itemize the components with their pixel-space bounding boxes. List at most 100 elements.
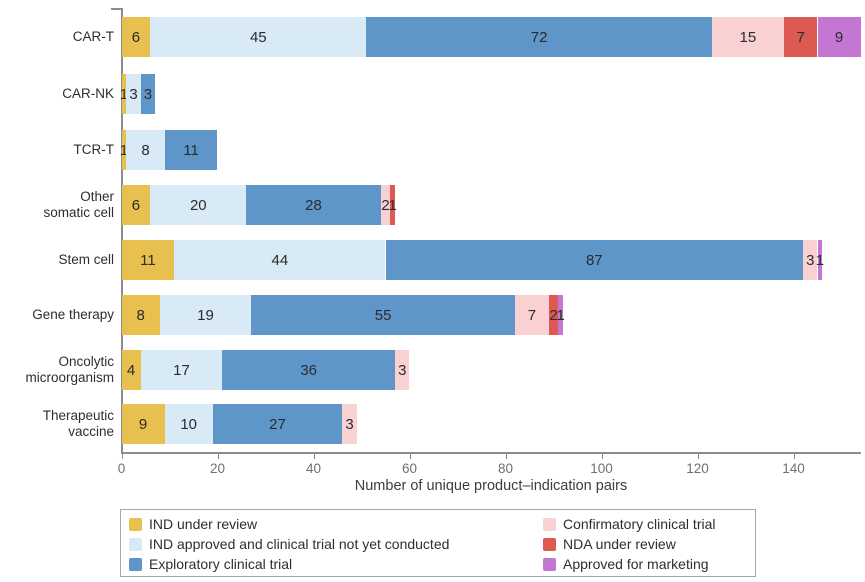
bar-segment: 3 — [342, 404, 357, 444]
plot-area: CAR-T 6 45 72 15 7 9 CAR-NK 1 3 3 TCR-T 1 8 11 Other so… — [25, 8, 861, 494]
x-tick-label: 40 — [305, 461, 322, 476]
bar-segment: 87 — [385, 240, 804, 280]
bar-value-label: 3 — [806, 251, 815, 269]
y-axis-label: Oncolytic microorganism — [25, 354, 114, 385]
legend-swatch — [129, 537, 142, 551]
bar-value-label: 3 — [345, 415, 354, 433]
bar-value-label: 9 — [138, 415, 148, 433]
x-tick — [505, 452, 507, 459]
bar-value-label: 55 — [374, 306, 392, 324]
bar-segment: 9 — [121, 404, 165, 444]
x-tick — [793, 452, 795, 459]
bar-value-label: 1 — [119, 85, 129, 103]
y-axis-label: CAR-NK — [62, 86, 114, 101]
legend-item: IND under review — [129, 514, 449, 534]
bar-value-label: 15 — [739, 28, 757, 46]
x-tick — [601, 452, 603, 459]
bar-value-label: 1 — [815, 251, 825, 269]
legend-label: Confirmatory clinical trial — [563, 516, 716, 532]
bar-value-label: 1 — [388, 196, 397, 214]
bar-value-label: 10 — [180, 415, 198, 433]
legend-item: Confirmatory clinical trial — [543, 514, 715, 534]
x-tick — [217, 452, 219, 459]
y-axis-top-tick — [111, 8, 121, 10]
x-tick-label: 120 — [686, 461, 709, 476]
bar-value-label: 4 — [126, 361, 136, 379]
legend-swatch — [543, 557, 556, 571]
bar-segment: 45 — [150, 17, 367, 57]
legend-column-left: IND under review IND approved and clinica… — [129, 514, 449, 574]
bar-segment: 2 — [548, 295, 559, 335]
bar-value-label: 11 — [183, 141, 199, 159]
bar-value-label: 20 — [189, 196, 207, 214]
bar-value-label: 19 — [197, 306, 214, 324]
bar-segment: 19 — [159, 295, 252, 335]
bar-segment: 11 — [121, 240, 175, 280]
bar-value-label: 8 — [141, 141, 150, 159]
bar-segment: 6 — [121, 17, 151, 57]
bar-value-label: 45 — [249, 28, 267, 46]
legend-label: NDA under review — [563, 536, 676, 552]
bar-segment: 20 — [150, 185, 247, 225]
bar-value-label: 11 — [140, 251, 156, 269]
bar-segment: 4 — [121, 350, 141, 390]
y-axis-label: Gene therapy — [32, 307, 114, 322]
bar-segment: 28 — [246, 185, 381, 225]
legend-item: NDA under review — [543, 534, 715, 554]
bar-segment: 55 — [251, 295, 516, 335]
bar-segment: 3 — [140, 74, 156, 114]
y-axis-label: Other somatic cell — [43, 189, 114, 220]
x-axis-line — [121, 452, 861, 454]
legend-swatch — [129, 517, 142, 531]
bar-value-label: 36 — [300, 361, 318, 379]
x-axis-title: Number of unique product–indication pair… — [354, 478, 628, 494]
x-tick — [409, 452, 411, 459]
x-tick-label: 100 — [590, 461, 613, 476]
x-tick-label: 60 — [401, 461, 418, 476]
legend-item: Approved for marketing — [543, 554, 715, 574]
bar-value-label: 2 — [381, 196, 390, 214]
bar-value-label: 87 — [585, 251, 603, 269]
bar-segment: 7 — [783, 17, 818, 57]
bar-value-label: 9 — [834, 28, 844, 46]
bar-value-label: 3 — [129, 85, 138, 103]
bar-value-label: 72 — [530, 28, 548, 46]
bar-segment: 8 — [121, 295, 160, 335]
legend-label: Approved for marketing — [563, 556, 709, 572]
bar-segment: 15 — [711, 17, 784, 57]
bar-segment: 10 — [164, 404, 213, 444]
y-axis-label: TCR-T — [73, 142, 115, 157]
legend-box: IND under review IND approved and clinica… — [120, 509, 756, 577]
bar-segment: 1 — [120, 130, 128, 170]
legend-label: IND under review — [149, 516, 258, 532]
bar-segment: 27 — [212, 404, 343, 444]
bar-value-label: 8 — [136, 306, 145, 324]
x-tick-label: 140 — [782, 461, 805, 476]
bar-segment: 17 — [140, 350, 223, 390]
x-tick — [121, 452, 123, 459]
bar-segment: 2 — [380, 185, 391, 225]
legend-swatch — [129, 557, 142, 571]
y-axis-line — [121, 8, 123, 453]
bar-segment: 3 — [803, 240, 818, 280]
bar-value-label: 17 — [173, 361, 190, 379]
bar-value-label: 6 — [131, 28, 141, 46]
bar-value-label: 1 — [556, 306, 565, 324]
bar-segment: 36 — [222, 350, 396, 390]
bar-segment: 11 — [164, 130, 218, 170]
bar-value-label: 6 — [131, 196, 141, 214]
bar-segment: 6 — [121, 185, 151, 225]
x-tick-label: 0 — [117, 461, 126, 476]
legend-swatch — [543, 537, 556, 551]
x-tick — [313, 452, 315, 459]
bar-segment: 3 — [126, 74, 141, 114]
bar-value-label: 44 — [271, 251, 289, 269]
legend-label: IND approved and clinical trial not yet … — [149, 536, 450, 552]
bar-value-label: 2 — [549, 306, 558, 324]
legend-swatch — [543, 517, 556, 531]
bar-segment: 44 — [174, 240, 386, 280]
legend-column-right: Confirmatory clinical trial NDA under rev… — [543, 514, 715, 574]
bar-value-label: 3 — [143, 85, 153, 103]
legend-item: IND approved and clinical trial not yet … — [129, 534, 449, 554]
